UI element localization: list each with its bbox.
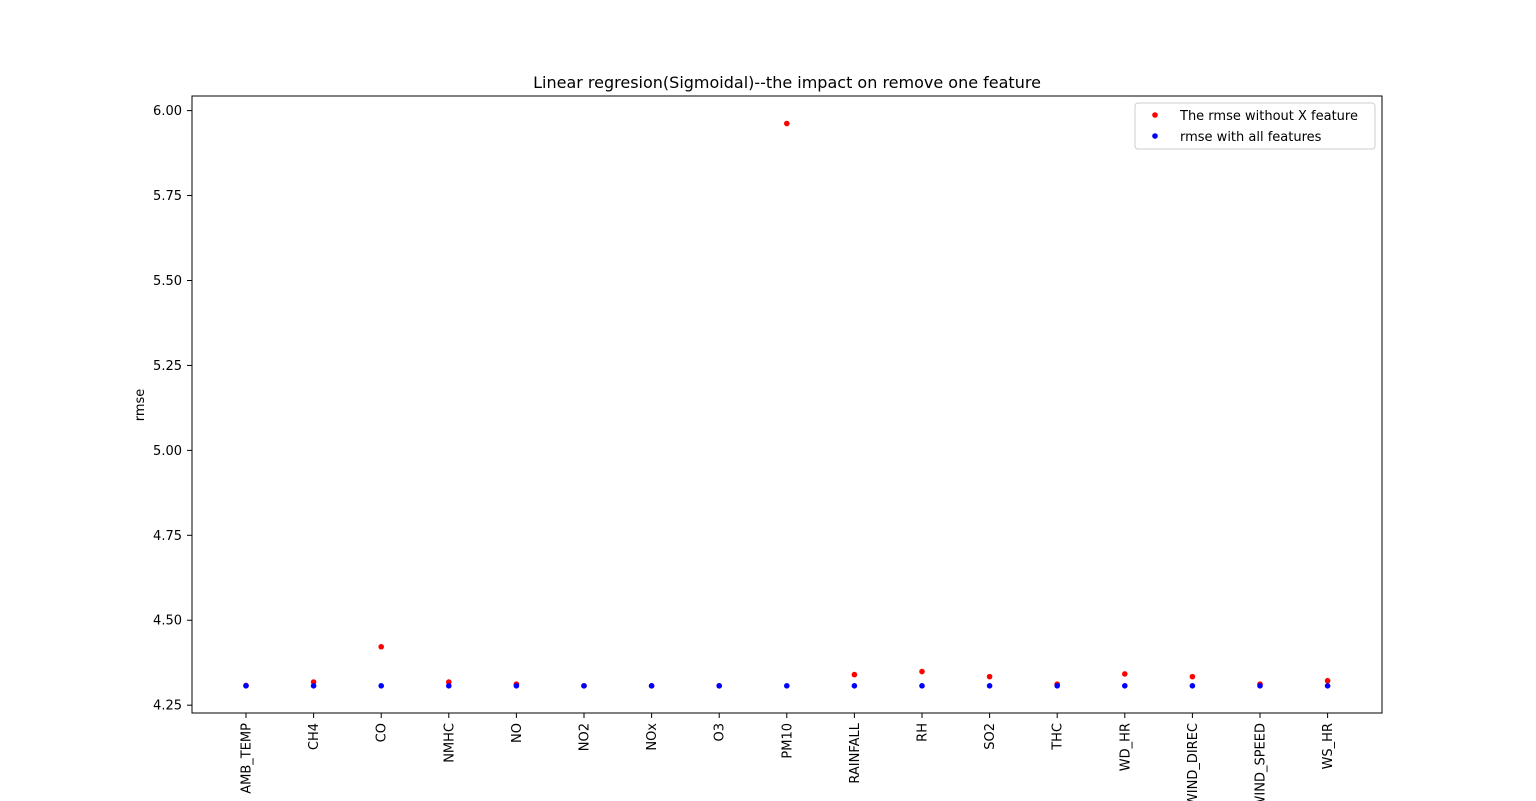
point-rmse-all-features (581, 683, 587, 689)
x-tick-label: SO2 (983, 723, 998, 750)
x-tick-label: NO (510, 723, 525, 743)
y-tick-label: 5.50 (153, 274, 182, 289)
legend-marker-blue (1152, 133, 1158, 139)
y-tick-label: 6.00 (153, 104, 182, 119)
x-tick-label: WD_HR (1118, 723, 1133, 771)
legend-box (1134, 102, 1376, 150)
x-tick-label: NMHC (442, 723, 457, 763)
y-tick-label: 5.25 (153, 359, 182, 374)
legend-label-rmse-all-features: rmse with all features (1180, 130, 1322, 145)
point-rmse-without-feature (378, 643, 385, 650)
y-axis-ticks: 4.25 4.50 4.75 5.00 5.25 5.50 5.75 6.00 (153, 104, 192, 714)
point-rmse-all-features (1257, 683, 1263, 689)
y-tick-label: 4.25 (153, 699, 182, 714)
y-axis-label: rmse (133, 389, 148, 422)
y-tick-label: 5.00 (153, 444, 182, 459)
point-rmse-without-feature (1324, 677, 1331, 684)
point-rmse-all-features (851, 683, 858, 689)
point-rmse-all-features (986, 683, 993, 689)
point-rmse-all-features (446, 683, 452, 689)
point-rmse-all-features (1189, 683, 1196, 689)
point-rmse-without-feature (1122, 671, 1128, 677)
x-tick-label: WIND_DIREC (1186, 723, 1201, 801)
x-tick-label: PM10 (780, 723, 795, 759)
y-tick-label: 5.75 (153, 189, 182, 204)
x-tick-label: THC (1051, 723, 1066, 751)
point-rmse-all-features (243, 683, 249, 689)
point-rmse-all-features (1324, 683, 1331, 689)
y-tick-label: 4.50 (153, 614, 182, 629)
point-rmse-without-feature (784, 120, 790, 127)
point-rmse-all-features (513, 683, 520, 689)
point-rmse-all-features (310, 683, 317, 689)
x-tick-label: WIND_SPEED (1254, 723, 1269, 801)
x-tick-label: CO (375, 723, 390, 742)
x-tick-label: O3 (713, 723, 728, 742)
point-rmse-without-feature (1189, 673, 1196, 680)
x-tick-label: RH (916, 723, 931, 742)
point-rmse-all-features (716, 683, 722, 689)
point-rmse-without-feature (851, 671, 858, 678)
x-tick-label: AMB_TEMP (240, 723, 255, 794)
y-tick-label: 4.75 (153, 529, 182, 544)
point-rmse-all-features (648, 683, 655, 689)
point-rmse-all-features (378, 683, 385, 689)
x-axis-ticks: AMB_TEMP CH4 CO NMHC NO NO2 NOx O3 PM10 RAINFALL R… (240, 713, 1336, 801)
x-tick-label: NOx (645, 723, 660, 751)
point-rmse-without-feature (986, 673, 993, 680)
chart-title: Linear regresion(Sigmoidal)--the impact … (533, 73, 1041, 92)
x-tick-label: CH4 (307, 723, 322, 750)
point-rmse-without-feature (919, 668, 925, 675)
point-rmse-all-features (919, 683, 925, 689)
data-points (243, 120, 1331, 689)
x-tick-label: RAINFALL (848, 722, 863, 783)
legend-marker-red (1152, 112, 1158, 118)
point-rmse-all-features (784, 683, 790, 689)
x-tick-label: NO2 (578, 723, 593, 751)
legend-label-rmse-without-feature: The rmse without X feature (1179, 109, 1358, 124)
point-rmse-all-features (1054, 683, 1060, 689)
x-tick-label: WS_HR (1321, 723, 1336, 769)
point-rmse-all-features (1122, 683, 1128, 689)
legend: The rmse without X feature rmse with all… (1134, 102, 1376, 150)
